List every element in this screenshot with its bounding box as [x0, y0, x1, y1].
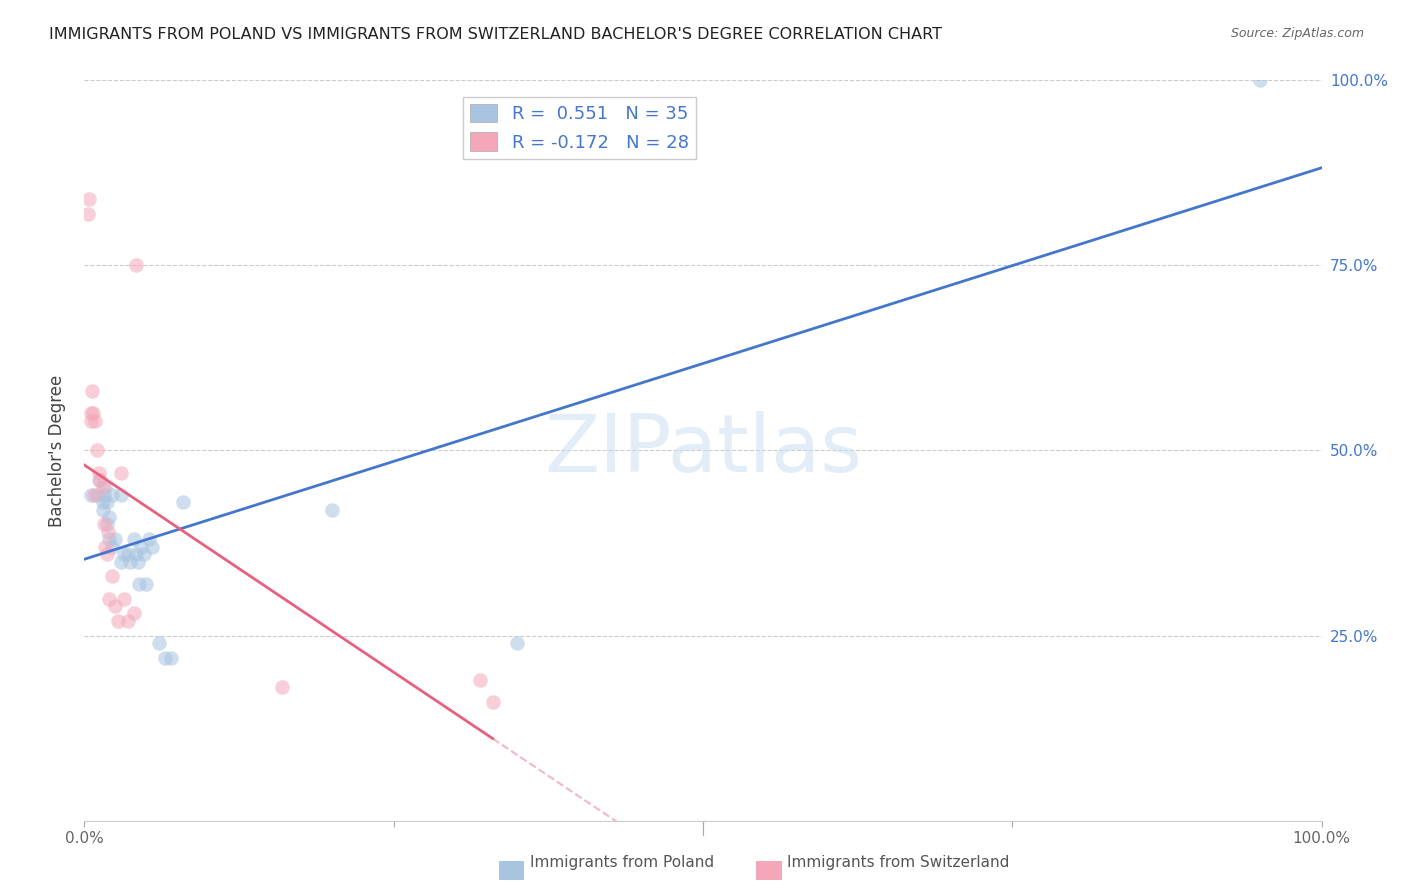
- Point: [110, 488, 132, 502]
- Point: [506, 636, 529, 650]
- Point: [125, 259, 148, 273]
- Point: [128, 576, 150, 591]
- Point: [86, 443, 108, 458]
- Point: [1249, 73, 1271, 87]
- Point: [125, 547, 148, 561]
- Point: [97, 524, 120, 539]
- Point: [96, 517, 118, 532]
- Text: Source: ZipAtlas.com: Source: ZipAtlas.com: [1230, 27, 1364, 40]
- Text: Immigrants from Switzerland: Immigrants from Switzerland: [787, 855, 1010, 870]
- Point: [481, 695, 503, 709]
- Point: [122, 533, 145, 547]
- Text: IMMIGRANTS FROM POLAND VS IMMIGRANTS FROM SWITZERLAND BACHELOR'S DEGREE CORRELAT: IMMIGRANTS FROM POLAND VS IMMIGRANTS FRO…: [49, 27, 942, 42]
- Point: [271, 681, 294, 695]
- Point: [120, 555, 142, 569]
- Legend: R =  0.551   N = 35, R = -0.172   N = 28: R = 0.551 N = 35, R = -0.172 N = 28: [463, 96, 696, 159]
- Point: [79, 192, 101, 206]
- Point: [80, 384, 103, 399]
- Point: [77, 206, 100, 220]
- Point: [104, 533, 127, 547]
- Point: [104, 599, 127, 613]
- Point: [89, 473, 111, 487]
- Point: [160, 650, 183, 665]
- Point: [172, 495, 194, 509]
- Point: [89, 473, 111, 487]
- Point: [100, 540, 122, 554]
- Point: [91, 502, 114, 516]
- Point: [321, 502, 343, 516]
- Point: [94, 480, 117, 494]
- Point: [112, 591, 135, 606]
- Point: [132, 547, 155, 561]
- Point: [83, 488, 105, 502]
- Y-axis label: Bachelor's Degree: Bachelor's Degree: [48, 375, 66, 526]
- Point: [153, 650, 176, 665]
- Point: [148, 636, 170, 650]
- Point: [98, 533, 121, 547]
- Point: [84, 414, 107, 428]
- Point: [100, 488, 122, 502]
- Point: [110, 555, 132, 569]
- Point: [89, 466, 111, 480]
- Point: [107, 614, 129, 628]
- Point: [96, 495, 118, 509]
- Point: [96, 547, 118, 561]
- Text: Immigrants from Poland: Immigrants from Poland: [530, 855, 714, 870]
- Point: [93, 517, 115, 532]
- Point: [117, 547, 139, 561]
- Point: [79, 407, 101, 421]
- Point: [79, 488, 101, 502]
- Point: [82, 407, 104, 421]
- Point: [141, 540, 163, 554]
- Point: [112, 547, 135, 561]
- Point: [91, 495, 114, 509]
- Point: [135, 576, 157, 591]
- Point: [93, 488, 115, 502]
- Point: [110, 466, 132, 480]
- Text: ZIPatlas: ZIPatlas: [544, 411, 862, 490]
- Point: [129, 540, 152, 554]
- Point: [122, 607, 145, 621]
- Point: [127, 555, 149, 569]
- Point: [100, 569, 122, 583]
- Point: [98, 591, 121, 606]
- Point: [98, 510, 121, 524]
- Point: [94, 540, 117, 554]
- Point: [138, 533, 160, 547]
- Point: [117, 614, 139, 628]
- Point: [86, 488, 108, 502]
- Point: [91, 480, 114, 494]
- Point: [79, 414, 101, 428]
- Point: [470, 673, 492, 687]
